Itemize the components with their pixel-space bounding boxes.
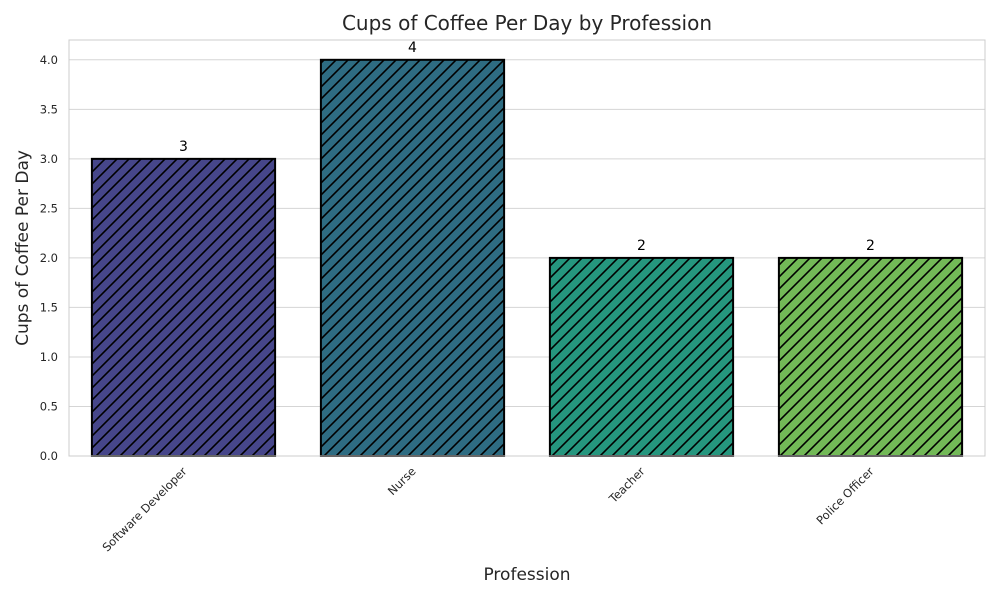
bars <box>90 58 964 458</box>
bar-value-label: 2 <box>866 238 875 254</box>
y-tick-label: 1.5 <box>40 300 58 314</box>
bar <box>548 256 735 457</box>
bar-value-labels: 3 4 2 2 <box>179 40 875 254</box>
x-tick-label: Teacher <box>605 464 647 506</box>
y-tick-labels: 0.0 0.5 1.0 1.5 2.0 2.5 3.0 3.5 4.0 <box>40 53 58 463</box>
y-tick-label: 0.0 <box>40 449 58 463</box>
bar-value-label: 3 <box>179 139 188 155</box>
x-tick-labels: Software Developer Nurse Teacher Police Off… <box>99 464 876 554</box>
bar <box>777 256 964 457</box>
y-tick-label: 4.0 <box>40 53 58 67</box>
chart-title: Cups of Coffee Per Day by Profession <box>342 11 712 35</box>
plot-border <box>68 39 986 457</box>
bar-value-label: 4 <box>408 40 417 56</box>
y-tick-label: 3.0 <box>40 152 58 166</box>
x-axis-label: Profession <box>483 565 570 585</box>
bar-value-label: 2 <box>637 238 646 254</box>
bar <box>90 157 277 457</box>
x-tick-label: Police Officer <box>813 464 876 527</box>
y-tick-label: 2.0 <box>40 251 58 265</box>
y-tick-label: 2.5 <box>40 201 58 215</box>
bar <box>319 58 506 458</box>
y-tick-label: 3.5 <box>40 102 58 116</box>
x-tick-label: Software Developer <box>99 464 189 554</box>
plot-frame <box>68 39 986 457</box>
y-tick-label: 0.5 <box>40 399 58 413</box>
y-axis-label: Cups of Coffee Per Day <box>13 150 33 346</box>
x-tick-label: Nurse <box>385 464 419 498</box>
y-tick-label: 1.0 <box>40 350 58 364</box>
